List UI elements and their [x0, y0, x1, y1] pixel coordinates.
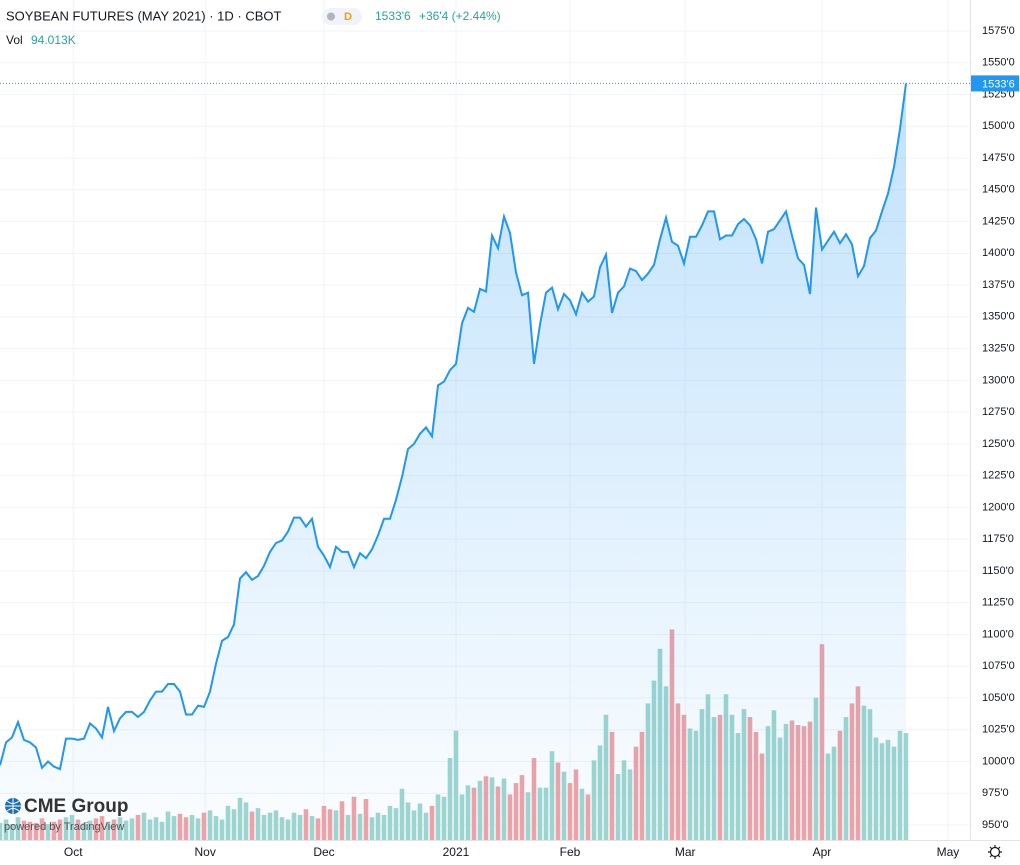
y-tick-label: 975'0	[982, 787, 1009, 799]
badge-bg[interactable]	[322, 8, 362, 25]
y-tick-label: 1350'0	[982, 311, 1015, 323]
y-tick-label: 1250'0	[982, 438, 1015, 450]
chart-title: SOYBEAN FUTURES (MAY 2021) · 1D · CBOT	[6, 8, 282, 23]
y-tick-label: 1175'0	[982, 533, 1014, 545]
y-tick-label: 1125'0	[982, 597, 1014, 609]
volume-value: 94.013K	[31, 33, 76, 47]
y-tick-label: 1200'0	[982, 501, 1015, 513]
cme-logo-lines	[5, 798, 21, 814]
cme-text: CME Group	[24, 796, 129, 817]
watermark: CME Group powered by TradingView	[4, 796, 129, 833]
price-fill	[0, 83, 906, 840]
x-tick-label: Mar	[675, 845, 696, 859]
y-tick-label: 1075'0	[982, 660, 1015, 672]
x-tick-label: Dec	[313, 845, 334, 859]
interval-badge: D	[344, 11, 352, 23]
y-tick-label: 1400'0	[982, 247, 1015, 259]
y-tick-label: 950'0	[982, 819, 1009, 831]
x-tick-label: Nov	[195, 845, 216, 859]
price-area	[0, 83, 907, 840]
status-dot	[327, 12, 335, 21]
x-tick-label: Oct	[64, 845, 83, 859]
last-price-tag-label: 1533'6	[982, 78, 1015, 90]
price-line	[0, 83, 907, 771]
y-tick-label: 1425'0	[982, 215, 1015, 227]
y-tick-label: 1300'0	[982, 374, 1015, 386]
y-tick-label: 1325'0	[982, 343, 1015, 355]
y-tick-label: 1550'0	[982, 57, 1015, 69]
y-tick-label: 1500'0	[982, 120, 1015, 132]
x-tick-label: Apr	[813, 845, 832, 859]
powered-by: powered by TradingView	[4, 821, 124, 833]
price-change: +36'4 (+2.44%)	[419, 9, 501, 23]
y-tick-label: 1450'0	[982, 184, 1015, 196]
x-tick-label: Feb	[560, 845, 581, 859]
y-tick-label: 1275'0	[982, 406, 1015, 418]
x-tick-label: May	[937, 845, 960, 859]
y-tick-label: 1000'0	[982, 755, 1015, 767]
y-tick-label: 1100'0	[982, 628, 1014, 640]
header: SOYBEAN FUTURES (MAY 2021) · 1D · CBOT D…	[6, 8, 501, 47]
y-tick-label: 1375'0	[982, 279, 1015, 291]
y-tick-label: 1475'0	[982, 152, 1015, 164]
last-price-tag	[971, 75, 1019, 92]
y-tick-label: 1150'0	[982, 565, 1014, 577]
y-tick-label: 1575'0	[982, 25, 1015, 37]
gear[interactable]	[989, 846, 1001, 858]
y-tick-label: 1050'0	[982, 692, 1015, 704]
y-tick-label: 1025'0	[982, 724, 1015, 736]
last-price: 1533'6	[375, 9, 411, 23]
volume-title: Vol	[6, 33, 23, 47]
y-tick-label: 1225'0	[982, 470, 1015, 482]
settings-icon[interactable]	[988, 845, 1002, 859]
y-tick-label: 1525'0	[982, 88, 1015, 100]
x-tick-label: 2021	[443, 845, 470, 859]
gear-teeth	[988, 845, 1002, 859]
axes: 950'0 975'0 1000'0 1025'0 1050'0 1075'0 1100'0…	[0, 25, 1019, 859]
